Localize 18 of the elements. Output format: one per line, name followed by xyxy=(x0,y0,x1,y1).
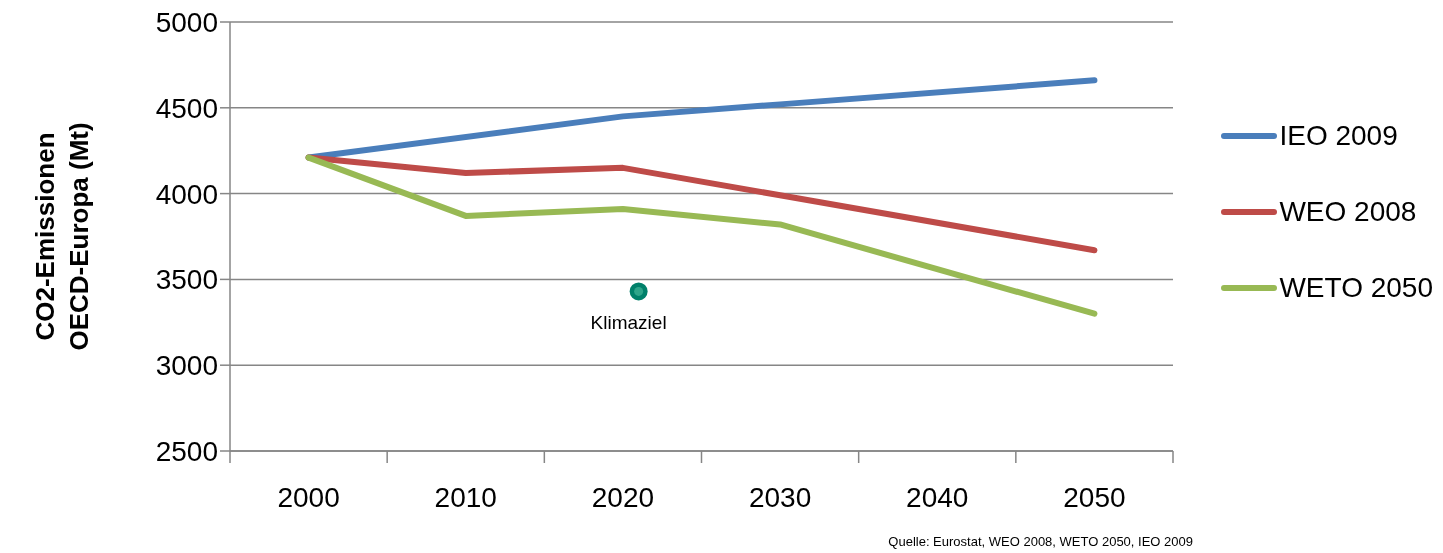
legend-label: IEO 2009 xyxy=(1279,120,1398,152)
source-note: Quelle: Eurostat, WEO 2008, WETO 2050, IEO 2009 xyxy=(888,534,1193,549)
x-tick-label: 2020 xyxy=(591,482,655,513)
x-tick-label: 2000 xyxy=(277,482,340,513)
y-tick-label: 3500 xyxy=(155,264,218,296)
y-tick-label: 5000 xyxy=(155,6,218,38)
y-tick-label: 2500 xyxy=(155,435,218,467)
y-axis-title: CO2-Emissionen OECD-Europa (Mt) xyxy=(30,122,94,351)
x-tick-label: 2030 xyxy=(748,482,812,513)
y-tick-label: 4000 xyxy=(155,178,218,210)
legend-label: WEO 2008 xyxy=(1279,196,1417,228)
x-tick-label: 2050 xyxy=(1063,482,1126,513)
legend-label: WETO 2050 xyxy=(1279,272,1433,304)
annotation: Klimaziel xyxy=(590,312,667,334)
y-tick-label: 4500 xyxy=(155,92,218,124)
y-tick-label: 3000 xyxy=(155,350,218,382)
x-tick-label: 2040 xyxy=(906,482,969,513)
x-tick-label: 2010 xyxy=(434,482,497,513)
